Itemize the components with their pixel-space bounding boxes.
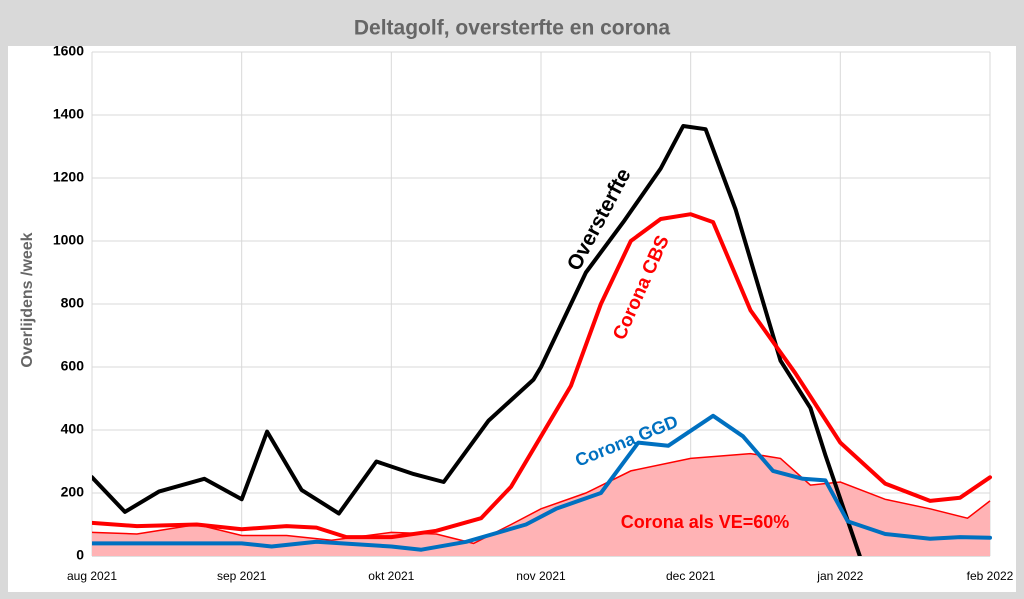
line [92, 124, 862, 556]
x-tick-label: sep 2021 [217, 569, 267, 583]
line [92, 212, 992, 540]
x-tick-label: okt 2021 [368, 569, 414, 583]
y-tick-label: 0 [76, 547, 84, 563]
x-tick-label: nov 2021 [516, 569, 566, 583]
y-tick-label: 1000 [53, 232, 84, 248]
y-tick-label: 200 [61, 484, 85, 500]
y-tick-label: 1400 [53, 106, 84, 122]
y-tick-label: 400 [61, 421, 85, 437]
x-tick-label: aug 2021 [67, 569, 117, 583]
x-tick-label: dec 2021 [666, 569, 716, 583]
line [92, 413, 992, 552]
chart-title: Deltagolf, oversterfte en corona [354, 17, 671, 40]
y-tick-label: 1600 [53, 43, 84, 59]
y-axis-label: Overlijdens /week [19, 232, 36, 367]
area [92, 453, 990, 556]
area-outline [91, 452, 991, 545]
y-tick-label: 800 [61, 295, 85, 311]
y-tick-label: 1200 [53, 169, 84, 185]
x-tick-label: feb 2022 [967, 569, 1014, 583]
x-tick-label: jan 2022 [816, 569, 863, 583]
series-label: Corona als VE=60% [621, 512, 790, 532]
y-tick-label: 600 [61, 358, 85, 374]
